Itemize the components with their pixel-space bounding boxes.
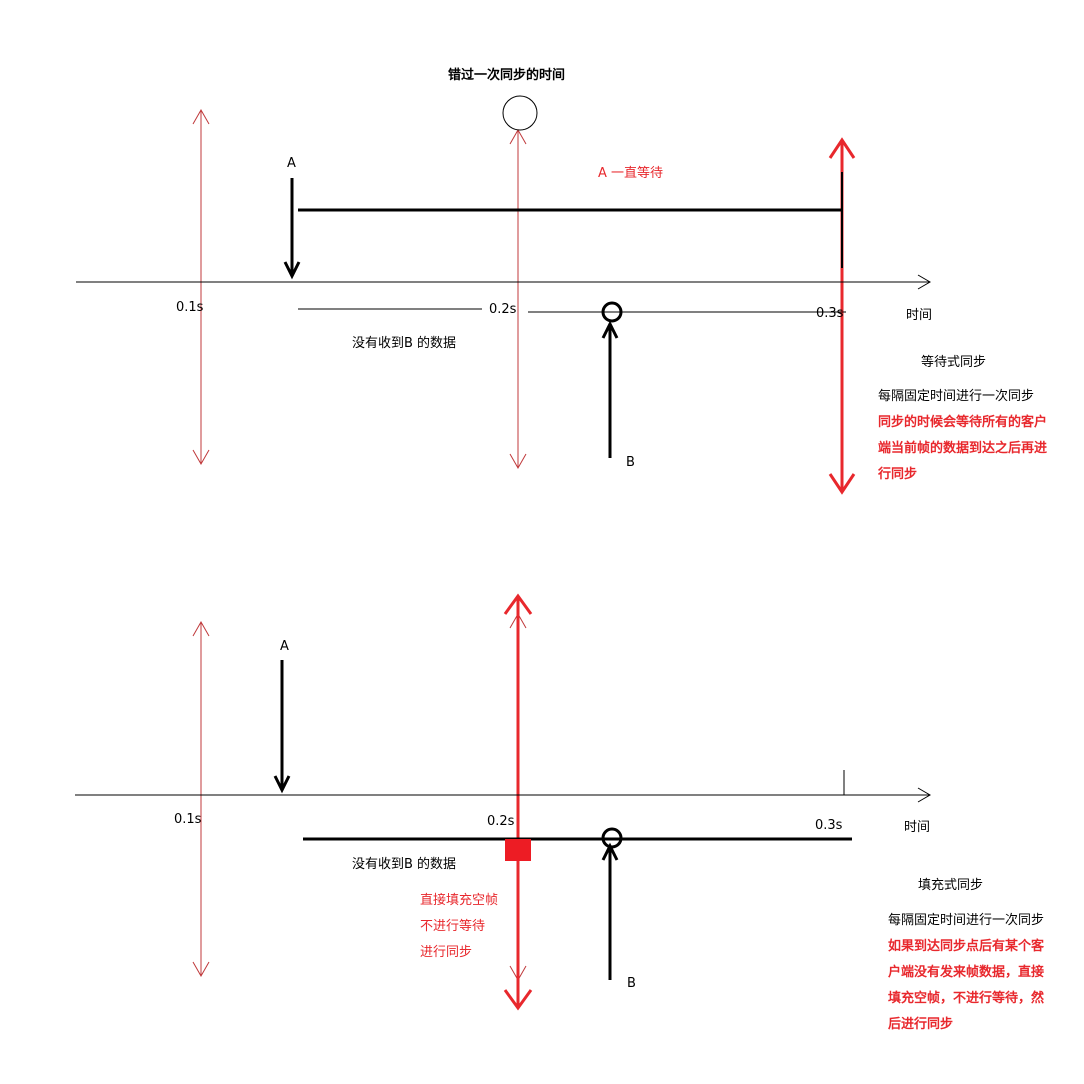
top-heading: 等待式同步: [921, 355, 987, 370]
fill-note-line1: 直接填充空帧: [420, 893, 499, 908]
top-a-arrow: [283, 178, 301, 280]
top-tick-arrow-02: [509, 128, 527, 470]
bottom-time-axis: [75, 787, 931, 803]
missed-sync-circle: [502, 95, 538, 131]
top-no-data-label: 没有收到B 的数据: [352, 336, 457, 351]
bottom-description: 每隔固定时间进行一次同步 如果到达同步点后有某个客 户端没有发来帧数据，直接 填…: [888, 908, 1044, 1038]
bottom-b-label: B: [627, 976, 636, 991]
top-tick-label-02: 0.2s: [489, 302, 517, 317]
top-b-label: B: [626, 455, 635, 470]
bottom-sync-arrow-02: [503, 593, 533, 1011]
bottom-tick-label-02: 0.2s: [487, 814, 515, 829]
bottom-a-arrow: [273, 660, 291, 794]
top-tick-label-01: 0.1s: [176, 300, 204, 315]
bottom-a-label: A: [280, 639, 289, 654]
bottom-desc-line1: 每隔固定时间进行一次同步: [888, 913, 1045, 928]
a-waiting-label: A 一直等待: [598, 166, 664, 181]
bottom-b-arrow: [601, 842, 619, 980]
top-time-axis: [76, 274, 931, 290]
bottom-tick-label-01: 0.1s: [174, 812, 202, 827]
top-title: 错过一次同步的时间: [448, 68, 566, 83]
fill-note-line3: 进行同步: [420, 945, 473, 960]
top-b-arrow: [601, 320, 619, 458]
fill-note-line2: 不进行等待: [420, 919, 486, 934]
bottom-axis-label: 时间: [904, 820, 931, 835]
empty-frame-fill: [505, 839, 531, 861]
top-desc-red-2: 端当前帧的数据到达之后再进: [878, 441, 1048, 456]
fill-note: 直接填充空帧 不进行等待 进行同步: [420, 888, 498, 966]
top-desc-red-1: 同步的时候会等待所有的客户: [878, 415, 1048, 430]
top-a-label: A: [287, 156, 296, 171]
top-tick-label-03: 0.3s: [816, 306, 844, 321]
bottom-no-data-label: 没有收到B 的数据: [352, 857, 457, 872]
bottom-desc-red-4: 后进行同步: [888, 1017, 954, 1032]
bottom-desc-red-3: 填充空帧，不进行等待，然: [888, 991, 1045, 1006]
top-tick-arrow-01: [192, 108, 210, 466]
top-axis-label: 时间: [906, 308, 933, 323]
top-description: 每隔固定时间进行一次同步 同步的时候会等待所有的客户 端当前帧的数据到达之后再进…: [878, 384, 1047, 488]
bottom-tick-arrow-01: [192, 620, 210, 978]
bottom-heading: 填充式同步: [918, 878, 984, 893]
bottom-tick-label-03: 0.3s: [815, 818, 843, 833]
bottom-desc-red-2: 户端没有发来帧数据，直接: [888, 965, 1045, 980]
top-desc-line1: 每隔固定时间进行一次同步: [878, 389, 1035, 404]
bottom-desc-red-1: 如果到达同步点后有某个客: [888, 939, 1045, 954]
top-b-frame-marker: [601, 301, 623, 323]
top-desc-red-3: 行同步: [878, 467, 918, 482]
